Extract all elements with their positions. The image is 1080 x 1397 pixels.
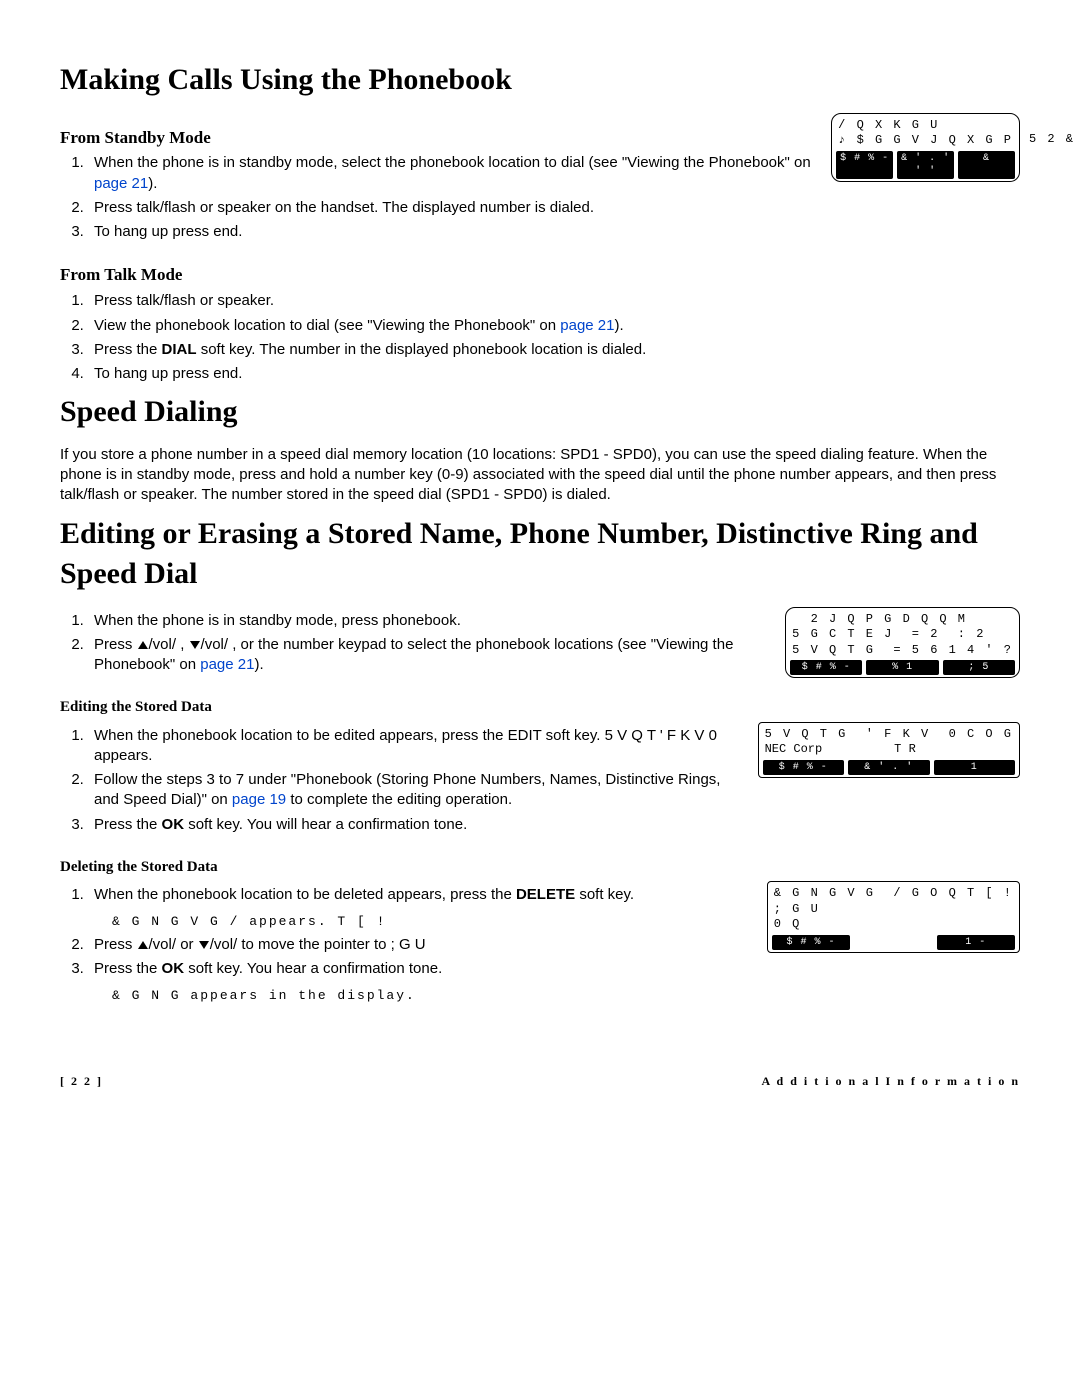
- softkey-back: $ # % -: [790, 660, 862, 675]
- lcd-line: 2 J Q P G D Q Q M: [792, 612, 1013, 628]
- vol-up-icon: [138, 941, 148, 949]
- vol-up-icon: [138, 641, 148, 649]
- lcd-line: & G N G V G / G O Q T [ !: [774, 886, 1013, 902]
- softkey: & ' . ': [848, 760, 929, 775]
- text: Press the: [94, 960, 162, 977]
- footer-section-title: A d d i t i o n a l I n f o r m a t i o …: [762, 1073, 1020, 1089]
- softkey: ; 5: [943, 660, 1015, 675]
- lcd-side-label: 5 2 &: [1029, 132, 1075, 148]
- text: ).: [254, 656, 263, 673]
- standby-step-2: Press talk/flash or speaker on the hands…: [88, 198, 815, 218]
- editing-steps: When the phonebook location to be edited…: [60, 726, 742, 835]
- editing-step-1: When the phonebook location to be edited…: [88, 726, 742, 767]
- heading-speed-dialing: Speed Dialing: [60, 392, 1020, 433]
- edit-intro-steps: When the phone is in standby mode, press…: [60, 611, 769, 676]
- lcd-delete-memory: & G N G V G / G O Q T [ ! ; G U 0 Q $ # …: [767, 881, 1020, 953]
- text: Press the: [94, 341, 162, 358]
- softkey-back: $ # % -: [763, 760, 844, 775]
- lcd-line: 0 Q: [774, 917, 1013, 933]
- softkey: &: [958, 151, 1015, 179]
- text: ).: [615, 317, 624, 334]
- display-text: & G N G appears in the display.: [112, 987, 751, 1005]
- lcd-line: / Q X K G U: [838, 118, 1013, 134]
- edit-intro-step-2: Press /vol/ , /vol/ , or the number keyp…: [88, 635, 769, 676]
- lcd-line: 5 V Q T G ' F K V 0 C O G: [765, 727, 1013, 743]
- link-page-21[interactable]: page 21: [200, 656, 254, 673]
- standby-step-1: When the phone is in standby mode, selec…: [88, 153, 815, 194]
- text: soft key. The number in the displayed ph…: [197, 341, 647, 358]
- display-text: & G N G V G / appears. T [ !: [112, 913, 751, 931]
- lcd-line: NEC Corp T R: [765, 742, 1013, 758]
- heading-editing-erasing: Editing or Erasing a Stored Name, Phone …: [60, 514, 1020, 595]
- talk-step-2: View the phonebook location to dial (see…: [88, 316, 1020, 336]
- softkey-blank: [854, 935, 932, 950]
- deleting-step-3: Press the OK soft key. You hear a confir…: [88, 959, 751, 1005]
- standby-step-3: To hang up press end.: [88, 222, 815, 242]
- softkey: % 1: [866, 660, 938, 675]
- vol-down-icon: [190, 641, 200, 649]
- vol-down-icon: [199, 941, 209, 949]
- link-page-21[interactable]: page 21: [560, 317, 614, 334]
- page-number: [ 2 2 ]: [60, 1073, 103, 1089]
- ok-label: OK: [162, 816, 185, 833]
- lcd-movies: / Q X K G U ♪ $ G G V J Q X G P $ # % - …: [831, 113, 1020, 182]
- text: Press: [94, 936, 137, 953]
- text: When the phonebook location to be delete…: [94, 886, 516, 903]
- lcd-line: ♪ $ G G V J Q X G P: [838, 133, 1013, 149]
- delete-label: DELETE: [516, 886, 575, 903]
- editing-step-2: Follow the steps 3 to 7 under "Phonebook…: [88, 770, 742, 811]
- deleting-steps: When the phonebook location to be delete…: [60, 885, 751, 1005]
- text: Press the: [94, 816, 162, 833]
- speed-dial-paragraph: If you store a phone number in a speed d…: [60, 445, 1020, 506]
- text: When the phone is in standby mode, selec…: [94, 154, 811, 171]
- softkey-back: $ # % -: [836, 151, 893, 179]
- edit-intro-step-1: When the phone is in standby mode, press…: [88, 611, 769, 631]
- text: to complete the editing operation.: [286, 791, 512, 808]
- text: View the phonebook location to dial (see…: [94, 317, 560, 334]
- lcd-phonebook: 2 J Q P G D Q Q M 5 G C T E J = 2 : 2 5 …: [785, 607, 1020, 679]
- link-page-21[interactable]: page 21: [94, 175, 148, 192]
- text: ).: [148, 175, 157, 192]
- softkey-ok: 1 -: [937, 935, 1015, 950]
- talk-step-3: Press the DIAL soft key. The number in t…: [88, 340, 1020, 360]
- link-page-19[interactable]: page 19: [232, 791, 286, 808]
- heading-making-calls: Making Calls Using the Phonebook: [60, 60, 1020, 101]
- deleting-step-1: When the phonebook location to be delete…: [88, 885, 751, 931]
- text: /vol/ to move the pointer to ; G U: [210, 936, 426, 953]
- text: soft key. You hear a confirmation tone.: [184, 960, 442, 977]
- text: soft key. You will hear a confirmation t…: [184, 816, 467, 833]
- text: soft key.: [575, 886, 634, 903]
- talk-steps: Press talk/flash or speaker. View the ph…: [60, 291, 1020, 384]
- lcd-line: 5 V Q T G = 5 6 1 4 ' ?: [792, 643, 1013, 659]
- heading-from-talk: From Talk Mode: [60, 264, 1020, 287]
- text: /vol/ or: [149, 936, 198, 953]
- lcd-store-edit: 5 V Q T G ' F K V 0 C O G NEC Corp T R $…: [758, 722, 1020, 778]
- talk-step-4: To hang up press end.: [88, 364, 1020, 384]
- ok-label: OK: [162, 960, 185, 977]
- text: /vol/ ,: [149, 636, 189, 653]
- dial-label: DIAL: [162, 341, 197, 358]
- text: Press: [94, 636, 137, 653]
- heading-editing-stored: Editing the Stored Data: [60, 697, 1020, 717]
- deleting-step-2: Press /vol/ or /vol/ to move the pointer…: [88, 935, 751, 955]
- softkey: 1: [934, 760, 1015, 775]
- softkey-back: $ # % -: [772, 935, 850, 950]
- softkey-delete: & ' . ' ' ': [897, 151, 954, 179]
- heading-deleting-stored: Deleting the Stored Data: [60, 857, 1020, 877]
- talk-step-1: Press talk/flash or speaker.: [88, 291, 1020, 311]
- heading-from-standby: From Standby Mode: [60, 127, 815, 150]
- editing-step-3: Press the OK soft key. You will hear a c…: [88, 815, 742, 835]
- lcd-line: ; G U: [774, 902, 1013, 918]
- standby-steps: When the phone is in standby mode, selec…: [60, 153, 815, 242]
- lcd-line: 5 G C T E J = 2 : 2: [792, 627, 1013, 643]
